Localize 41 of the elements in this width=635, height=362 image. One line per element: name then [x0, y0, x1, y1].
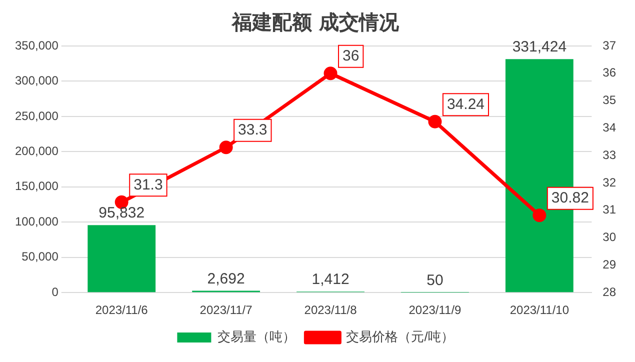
data-label: 31.3 — [134, 176, 163, 194]
x-tick-label: 2023/11/7 — [200, 303, 253, 318]
point — [219, 140, 233, 154]
y-tick-label: 350,000 — [14, 38, 59, 52]
data-label: 50 — [426, 272, 444, 290]
data-label: 2,692 — [207, 270, 245, 288]
y2-tick-label: 30 — [602, 230, 616, 244]
chart-title: 福建配额 成交情况 — [231, 10, 400, 34]
data-label: 36 — [342, 48, 360, 65]
y-tick-label: 100,000 — [14, 214, 59, 228]
data-label: 1,412 — [312, 271, 350, 288]
legend-label: 交易价格（元/吨） — [346, 329, 454, 344]
bar — [88, 225, 156, 292]
y-tick-label: 200,000 — [14, 144, 59, 158]
legend-label: 交易量（吨） — [218, 329, 296, 344]
y2-tick-label: 37 — [602, 38, 616, 52]
y-tick-label: 300,000 — [14, 74, 59, 88]
data-label: 30.82 — [551, 189, 589, 206]
y2-tick-label: 31 — [602, 202, 616, 217]
data-label: 33.3 — [238, 122, 268, 139]
point — [532, 208, 546, 222]
x-tick-label: 2023/11/8 — [304, 303, 358, 318]
point — [428, 114, 442, 128]
y2-tick-label: 36 — [602, 66, 616, 80]
y2-tick-label: 28 — [602, 284, 616, 299]
y-tick-label: 0 — [52, 284, 59, 299]
y2-tick-label: 35 — [602, 93, 616, 108]
x-tick-label: 2023/11/6 — [95, 303, 148, 318]
point — [324, 66, 338, 80]
y-tick-label: 50,000 — [22, 250, 59, 264]
y2-tick-label: 34 — [602, 120, 616, 135]
y-tick-label: 250,000 — [14, 108, 59, 123]
y2-tick-label: 29 — [602, 258, 616, 272]
data-label: 331,424 — [512, 38, 567, 56]
y-tick-label: 150,000 — [14, 179, 59, 194]
data-label: 34.24 — [446, 96, 485, 113]
data-label: 95,832 — [98, 204, 145, 222]
x-tick-label: 2023/11/9 — [408, 303, 462, 318]
y2-tick-label: 33 — [602, 148, 616, 162]
y2-tick-label: 32 — [602, 175, 616, 190]
x-tick-label: 2023/11/10 — [510, 303, 570, 318]
